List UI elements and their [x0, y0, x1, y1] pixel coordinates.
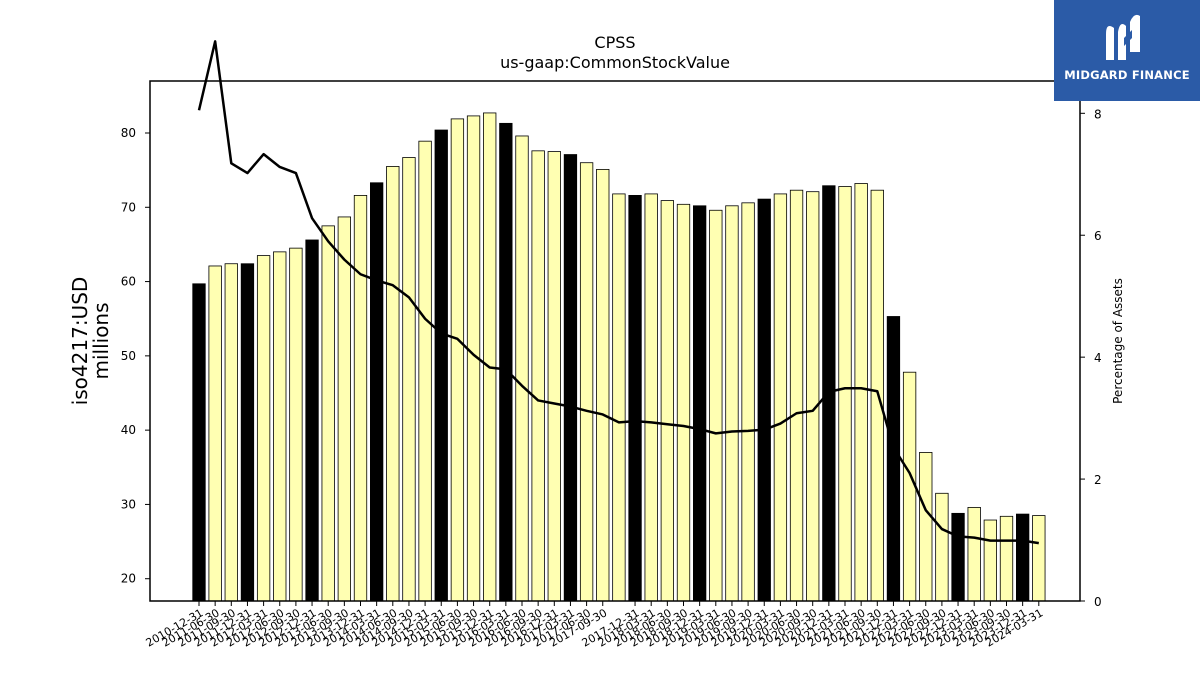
bar-16 [450, 118, 465, 602]
bar-27 [628, 194, 642, 602]
bar-47 [951, 512, 965, 602]
bar-4 [256, 255, 271, 602]
y-tick-label: 30 [121, 497, 136, 511]
plot-frame [149, 80, 1081, 602]
bar-35 [757, 198, 771, 602]
bar-32 [709, 209, 723, 602]
bar-2 [224, 263, 238, 602]
y-tick-label: 20 [121, 572, 136, 586]
bar-30 [676, 203, 691, 602]
y2-tick-label: 2 [1094, 473, 1102, 487]
bar-51 [1016, 513, 1030, 602]
y2-tick-label: 6 [1094, 229, 1102, 243]
bar-48 [967, 506, 981, 602]
bar-43 [886, 316, 901, 602]
midgard-logo-icon [1106, 14, 1140, 60]
bar-22 [547, 151, 561, 602]
y-tick-label: 60 [121, 275, 136, 289]
bar-50 [999, 515, 1014, 602]
bar-7 [305, 239, 319, 602]
percentage-of-assets-line [197, 40, 1039, 545]
y-axis-left: 20 30 40 50 60 70 80 [121, 126, 150, 586]
y-tick-label: 70 [121, 200, 136, 214]
bar-19 [499, 122, 513, 602]
bar-41 [854, 183, 868, 602]
line-series [197, 40, 1039, 545]
bar-45 [919, 452, 933, 602]
bar-24 [579, 162, 594, 602]
bar-series [192, 112, 1046, 602]
midgard-finance-logo: MIDGARD FINANCE [1054, 0, 1200, 101]
bar-26 [612, 193, 626, 602]
bar-29 [660, 200, 674, 602]
bar-37 [789, 189, 804, 602]
x-axis: 2010-12-312011-06-302011-09-302011-12-31… [144, 601, 1045, 650]
bar-15 [434, 129, 448, 602]
y2-tick-label: 4 [1094, 351, 1102, 365]
bar-13 [402, 157, 416, 602]
bar-40 [838, 186, 852, 602]
y2-tick-label: 0 [1094, 595, 1102, 609]
y-tick-label: 50 [121, 349, 136, 363]
bar-18 [483, 112, 497, 602]
y2-tick-label: 8 [1094, 107, 1102, 121]
bar-36 [773, 193, 788, 602]
bar-28 [644, 193, 658, 602]
y2-axis-label: Percentage of Assets [1111, 278, 1125, 404]
bar-49 [983, 519, 997, 602]
bar-44 [902, 371, 917, 602]
chart-subtitle: us-gaap:CommonStockValue [500, 53, 730, 72]
chart-title: CPSS [594, 33, 635, 52]
bar-11 [369, 182, 384, 602]
bar-0 [192, 283, 206, 602]
bar-1 [208, 265, 222, 602]
bar-38 [806, 191, 820, 602]
y-axis-right: 0 2 4 6 8 [1080, 107, 1102, 609]
y-axis-label-line2: millions [89, 302, 113, 379]
bar-12 [386, 166, 400, 602]
bar-21 [531, 150, 545, 602]
bar-8 [321, 225, 335, 602]
bar-10 [353, 194, 368, 602]
bar-5 [273, 251, 287, 602]
bar-31 [693, 205, 707, 602]
y-tick-label: 80 [121, 126, 136, 140]
bar-33 [725, 205, 739, 602]
bar-34 [741, 202, 755, 602]
logo-text: MIDGARD FINANCE [1064, 68, 1190, 82]
bar-46 [935, 492, 949, 602]
bar-52 [1032, 515, 1046, 602]
bar-6 [289, 247, 303, 602]
bar-14 [418, 140, 432, 602]
bar-3 [240, 263, 255, 602]
bar-9 [337, 216, 352, 602]
y-axis-label-line1: iso4217:USD [68, 277, 92, 406]
bar-25 [596, 168, 610, 602]
bar-20 [515, 135, 529, 602]
bar-23 [563, 154, 578, 602]
y-tick-label: 40 [121, 423, 136, 437]
